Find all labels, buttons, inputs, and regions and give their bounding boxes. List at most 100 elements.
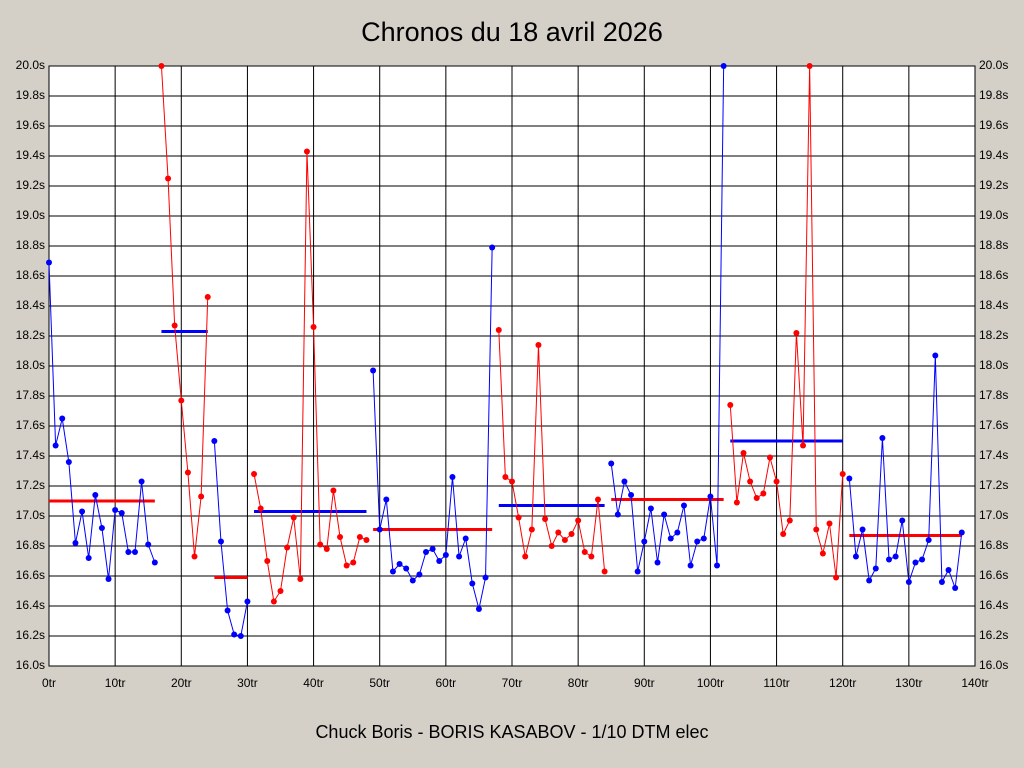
lap-point: [905, 579, 912, 585]
lap-point: [264, 558, 271, 564]
y-tick-label: 17.8s: [16, 388, 45, 402]
lap-point: [376, 526, 383, 533]
lap-point: [171, 322, 178, 329]
x-tick-label: 20tr: [171, 676, 192, 690]
lap-point: [806, 63, 813, 69]
y-tick-label: 16.8s: [16, 538, 45, 552]
lap-point: [866, 577, 873, 584]
lap-point: [833, 574, 840, 581]
lap-point: [925, 537, 932, 543]
lap-point: [211, 438, 218, 444]
lap-point: [786, 517, 793, 524]
y-tick-label: 16.6s: [16, 568, 45, 582]
x-tick-label: 100tr: [697, 676, 724, 690]
lap-point: [958, 529, 965, 536]
y-tick-label: 16.2s: [16, 628, 45, 642]
lap-point: [522, 553, 529, 560]
lap-point: [548, 543, 555, 549]
y2-tick-label: 19.2s: [979, 178, 1008, 192]
x-tick-label: 90tr: [634, 676, 655, 690]
chart-footer: Chuck Boris - BORIS KASABOV - 1/10 DTM e…: [315, 722, 708, 742]
lap-point: [356, 534, 363, 540]
lap-point: [542, 516, 549, 522]
lap-point: [912, 559, 919, 566]
y-tick-label: 18.2s: [16, 328, 45, 342]
lap-point: [886, 556, 893, 563]
lap-point: [654, 559, 661, 566]
lap-point: [337, 534, 344, 540]
lap-point: [475, 606, 482, 612]
lap-point: [773, 478, 780, 485]
lap-point: [436, 558, 443, 564]
lap-point: [184, 469, 191, 476]
lap-point: [852, 553, 859, 560]
lap-point: [839, 471, 846, 477]
lap-point: [535, 342, 542, 348]
y2-tick-label: 17.2s: [979, 478, 1008, 492]
lap-point: [700, 535, 707, 542]
lap-point: [760, 490, 767, 497]
y-tick-label: 18.8s: [16, 238, 45, 252]
lap-point: [198, 493, 205, 500]
lap-point: [237, 633, 244, 639]
lap-point: [575, 517, 582, 524]
y-tick-label: 18.4s: [16, 298, 45, 312]
y-tick-label: 17.6s: [16, 418, 45, 432]
lap-point: [416, 571, 423, 578]
lap-point: [919, 556, 926, 563]
x-tick-label: 60tr: [436, 676, 457, 690]
lap-point: [138, 478, 145, 485]
lap-point: [647, 505, 654, 512]
y2-tick-label: 16.0s: [979, 658, 1008, 672]
x-tick-label: 30tr: [237, 676, 258, 690]
lap-point: [740, 450, 747, 456]
y-tick-label: 17.2s: [16, 478, 45, 492]
lap-point: [509, 478, 515, 485]
y-tick-label: 18.0s: [16, 358, 45, 372]
lap-point: [555, 529, 562, 536]
lap-point: [303, 148, 310, 155]
lap-line: [729, 65, 844, 578]
lap-point: [528, 526, 535, 533]
lap-point: [204, 294, 211, 300]
y-tick-label: 20.0s: [16, 58, 45, 72]
lap-line: [213, 440, 248, 637]
x-tick-label: 130tr: [895, 676, 922, 690]
x-tick-label: 110tr: [763, 676, 789, 690]
y2-tick-label: 19.0s: [979, 208, 1008, 222]
lap-point: [694, 538, 701, 545]
lap-point: [872, 565, 879, 572]
lap-point: [793, 330, 800, 336]
lap-point: [46, 259, 52, 266]
y-tick-label: 19.4s: [16, 148, 45, 162]
lap-point: [165, 175, 172, 182]
y-tick-label: 19.8s: [16, 88, 45, 102]
lap-point: [158, 63, 165, 69]
lap-point: [79, 508, 86, 515]
lap-point: [403, 565, 410, 572]
lap-point: [753, 495, 760, 501]
lap-point: [284, 544, 291, 551]
lap-point: [938, 579, 945, 585]
x-tick-label: 70tr: [502, 676, 523, 690]
x-tick-label: 80tr: [568, 676, 589, 690]
y2-tick-label: 19.4s: [979, 148, 1008, 162]
lap-line: [160, 65, 209, 557]
y2-tick-label: 18.2s: [979, 328, 1008, 342]
lap-point: [568, 531, 575, 537]
lap-point: [462, 535, 469, 542]
lap-point: [370, 367, 377, 374]
lap-point: [899, 517, 906, 524]
lap-point: [766, 454, 773, 461]
lap-point: [277, 588, 284, 594]
y2-tick-label: 18.6s: [979, 268, 1008, 282]
y2-tick-label: 19.6s: [979, 118, 1008, 132]
lap-point: [707, 493, 714, 500]
lap-point: [231, 631, 238, 638]
lap-point: [151, 559, 158, 566]
lap-point: [92, 492, 99, 498]
lap-point: [780, 531, 787, 537]
lap-point: [608, 460, 615, 467]
lap-point: [429, 546, 436, 552]
lap-point: [251, 471, 258, 477]
